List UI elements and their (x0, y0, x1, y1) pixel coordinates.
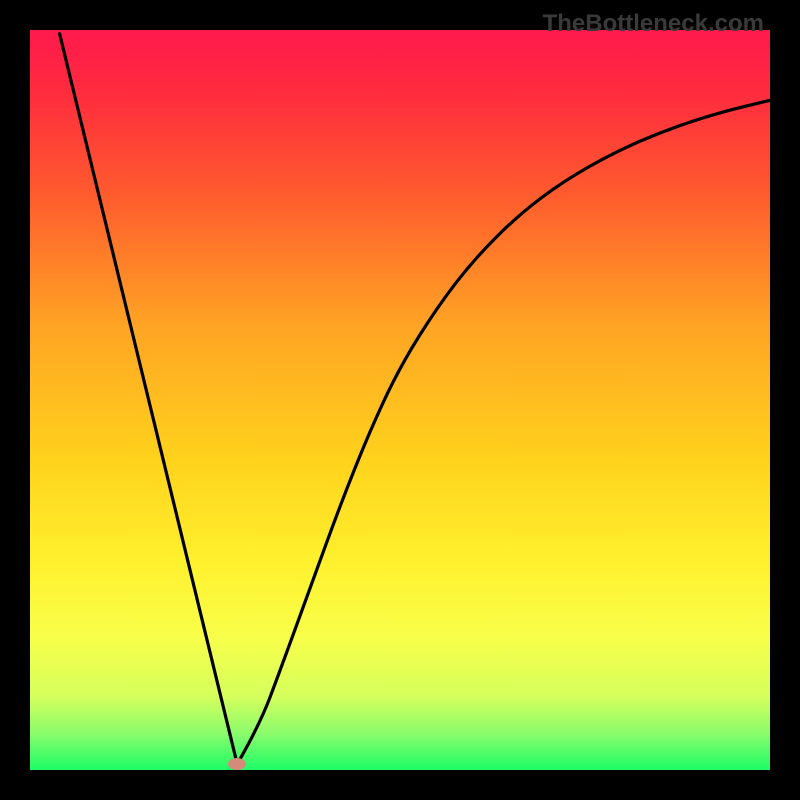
chart-container: TheBottleneck.com (0, 0, 800, 800)
gradient-background (30, 30, 770, 770)
